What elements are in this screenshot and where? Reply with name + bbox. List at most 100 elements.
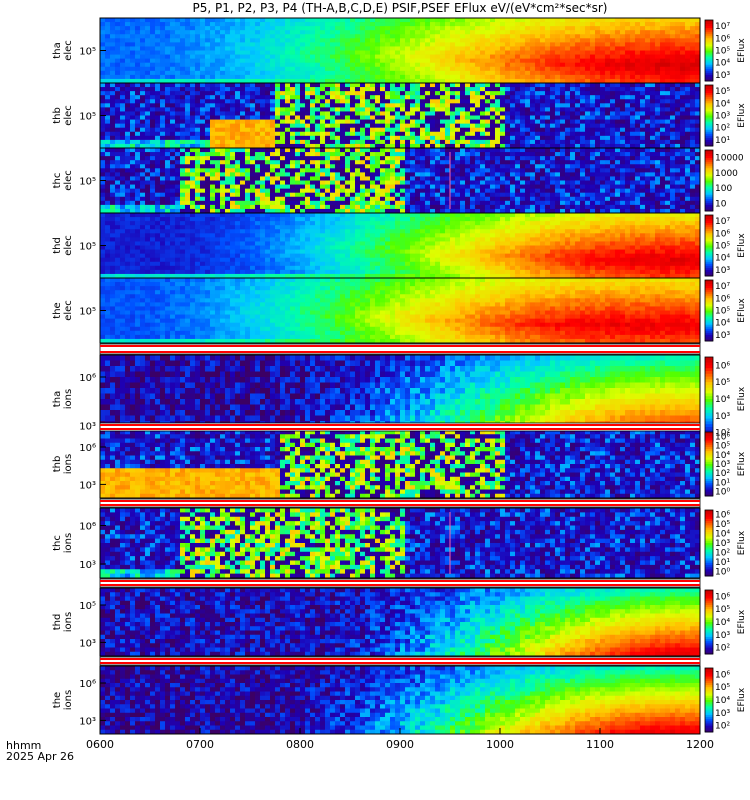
spectrogram-cell [270, 180, 276, 185]
spectrogram-cell [175, 135, 181, 141]
spectrogram-cell [400, 42, 406, 47]
spectrogram-cell [325, 192, 331, 198]
spectrogram-cell [275, 208, 281, 214]
spectrogram-cell [270, 87, 276, 92]
spectrogram-cell [475, 119, 481, 125]
spectrogram-cell [310, 168, 316, 173]
spectrogram-cell [390, 152, 396, 157]
spectrogram-cell [305, 54, 311, 60]
spectrogram-cell [515, 42, 521, 47]
spectrogram-cell [455, 103, 461, 108]
spectrogram-cell [505, 115, 511, 120]
spectrogram-cell [225, 160, 231, 165]
spectrogram-cell [270, 83, 276, 88]
spectrogram-cell [440, 22, 446, 27]
spectrogram-cell [160, 22, 166, 27]
spectrogram-cell [235, 172, 241, 177]
spectrogram-cell [180, 172, 186, 177]
spectrogram-cell [165, 70, 171, 76]
spectrogram-cell [315, 135, 321, 141]
spectrogram-cell [335, 74, 341, 80]
spectrogram-cell [215, 156, 221, 161]
spectrogram-cell [590, 139, 596, 145]
spectrogram-cell [490, 139, 496, 145]
spectrogram-cell [640, 123, 646, 129]
spectrogram-cell [125, 66, 131, 72]
spectrogram-cell [310, 50, 316, 55]
spectrogram-cell [115, 123, 121, 129]
spectrogram-cell [440, 70, 446, 76]
spectrogram-cell [545, 38, 551, 43]
spectrogram-cell [575, 83, 581, 88]
spectrogram-cell [625, 62, 631, 68]
spectrogram-cell [270, 58, 276, 64]
spectrogram-cell [575, 62, 581, 68]
spectrogram-cell [175, 168, 181, 173]
spectrogram-cell [100, 176, 106, 181]
spectrogram-cell [570, 103, 576, 108]
spectrogram-cell [405, 156, 411, 161]
spectrogram-cell [580, 135, 586, 141]
spectrogram-cell [435, 131, 441, 137]
spectrogram-cell [480, 58, 486, 64]
spectrogram-cell [270, 99, 276, 104]
spectrogram-cell [250, 22, 256, 27]
spectrogram-cell [225, 127, 231, 133]
spectrogram-cell [270, 168, 276, 173]
spectrogram-cell [570, 18, 576, 23]
spectrogram-cell [310, 103, 316, 108]
spectrogram-cell [190, 160, 196, 165]
spectrogram-cell [410, 180, 416, 185]
spectrogram-cell [690, 87, 696, 92]
spectrogram-cell [320, 208, 326, 214]
spectrogram-cell [390, 164, 396, 169]
spectrogram-cell [100, 115, 106, 120]
spectrogram-cell [370, 62, 376, 68]
spectrogram-cell [685, 30, 691, 35]
spectrogram-cell [375, 143, 381, 149]
spectrogram-cell [425, 95, 431, 100]
spectrogram-cell [115, 22, 121, 27]
spectrogram-cell [595, 143, 601, 149]
spectrogram-cell [505, 87, 511, 92]
spectrogram-cell [530, 34, 536, 39]
spectrogram-cell [510, 135, 516, 141]
spectrogram-cell [535, 78, 541, 84]
spectrogram-cell [465, 42, 471, 47]
spectrogram-cell [115, 38, 121, 43]
spectrogram-cell [125, 152, 131, 157]
spectrogram-cell [465, 66, 471, 72]
spectrogram-cell [585, 58, 591, 64]
spectrogram-cell [265, 164, 271, 169]
spectrogram-cell [615, 42, 621, 47]
spectrogram-cell [525, 135, 531, 141]
spectrogram-cell [350, 74, 356, 80]
spectrogram-cell [570, 99, 576, 104]
spectrogram-cell [260, 192, 266, 198]
spectrogram-cell [165, 127, 171, 133]
spectrogram-cell [420, 180, 426, 185]
spectrogram-cell [220, 180, 226, 185]
spectrogram-cell [260, 95, 266, 100]
spectrogram-cell [595, 103, 601, 108]
spectrogram-cell [180, 30, 186, 35]
spectrogram-cell [300, 74, 306, 80]
colorbar-segment [705, 42, 713, 45]
spectrogram-cell [210, 192, 216, 198]
spectrogram-cell [125, 200, 131, 206]
spectrogram-cell [420, 172, 426, 177]
spectrogram-cell [545, 58, 551, 64]
spectrogram-cell [425, 208, 431, 214]
spectrogram-cell [165, 152, 171, 157]
spectrogram-cell [225, 111, 231, 116]
spectrogram-cell [605, 127, 611, 133]
spectrogram-cell [405, 46, 411, 51]
spectrogram-cell [265, 115, 271, 120]
spectrogram-cell [555, 119, 561, 125]
spectrogram-cell [350, 156, 356, 161]
spectrogram-cell [250, 115, 256, 120]
spectrogram-cell [125, 180, 131, 185]
spectrogram-cell [300, 58, 306, 64]
spectrogram-cell [605, 58, 611, 64]
spectrogram-cell [100, 34, 106, 39]
